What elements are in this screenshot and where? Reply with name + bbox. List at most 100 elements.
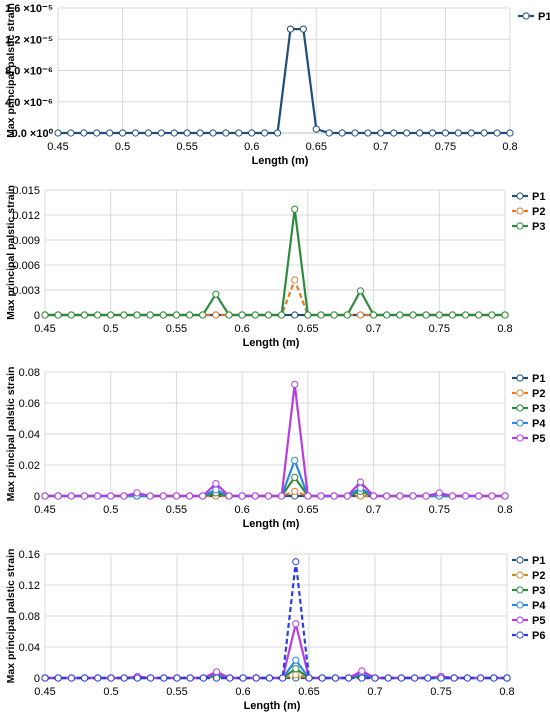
legend-marker-P5	[516, 616, 524, 624]
y-tick-label: 0.009	[12, 235, 40, 247]
data-point	[356, 478, 365, 486]
data-point	[383, 311, 391, 319]
data-point	[251, 492, 259, 500]
data-point	[225, 492, 233, 500]
legend: P1 P2 P3 P4 P5	[512, 373, 546, 445]
x-tick-label: 0.6	[235, 686, 250, 698]
series-P3	[41, 205, 509, 319]
chart-panel-4: 0.45 0.5 0.55 0.6 0.65 0.7 0.75 0.8 0 0.04 0.08 0.1…	[5, 549, 546, 712]
legend-label-P1: P1	[532, 555, 545, 567]
x-tick-label: 0.8	[497, 323, 512, 335]
y-axis-title: Max principal palstic strain	[5, 367, 17, 502]
y-tick-label: 0.08	[19, 611, 40, 623]
y-tick-label: 0.04	[19, 429, 40, 441]
series-line-P4	[45, 459, 505, 498]
legend-label-P2: P2	[532, 570, 545, 582]
chart-panel-2: 0.45 0.5 0.55 0.6 0.65 0.7 0.75 0.8 0 0.003 0.006 0…	[5, 185, 545, 349]
x-tick-label: 0.5	[103, 686, 118, 698]
data-point	[317, 311, 325, 319]
data-point	[441, 129, 450, 137]
legend-marker-P5	[516, 434, 524, 442]
series-line-P6	[45, 560, 507, 680]
data-point	[133, 674, 141, 682]
data-point	[356, 311, 365, 319]
data-point	[226, 674, 234, 682]
data-point	[157, 129, 165, 137]
data-point	[213, 674, 221, 682]
data-point	[81, 674, 89, 682]
series-line-P5	[45, 383, 505, 498]
legend-marker-P1	[516, 374, 524, 382]
data-point	[120, 311, 128, 319]
data-point	[397, 674, 405, 682]
y-axis-title: Max principal palstic strain	[5, 185, 17, 320]
data-point	[390, 129, 398, 137]
x-tick-label: 0.45	[47, 141, 68, 153]
data-point	[199, 492, 207, 500]
x-tick-label: 0.75	[429, 323, 450, 335]
x-tick-label: 0.8	[502, 141, 517, 153]
y-tick-label: 0	[34, 491, 40, 503]
data-point	[304, 311, 312, 319]
data-point	[312, 125, 320, 133]
chart-panel-3: 0.45 0.5 0.55 0.6 0.65 0.7 0.75 0.8 0 0.02 0.04 0.0…	[5, 367, 546, 530]
data-point	[450, 674, 458, 682]
series-line-P3	[45, 208, 505, 317]
data-point	[305, 674, 313, 682]
data-point	[292, 558, 300, 566]
data-point	[41, 492, 49, 500]
x-tick-label: 0.75	[435, 141, 456, 153]
x-tick-label: 0.55	[166, 686, 187, 698]
data-point	[107, 492, 115, 500]
data-point	[67, 674, 76, 682]
legend-marker-P2	[516, 571, 524, 579]
y-tick-label: 0	[34, 310, 40, 322]
data-point	[212, 311, 220, 319]
data-point	[107, 674, 115, 682]
data-point	[396, 492, 404, 500]
legend-marker-P4	[516, 601, 524, 609]
legend-label-P3: P3	[532, 221, 545, 233]
x-tick-label: 0.7	[373, 141, 388, 153]
data-point	[133, 311, 141, 319]
x-tick-label: 0.45	[34, 504, 55, 516]
y-tick-label: 1.6 ×10⁻⁵	[5, 3, 53, 15]
legend-marker-P2	[516, 389, 524, 397]
data-point	[291, 380, 299, 388]
data-point	[403, 129, 411, 137]
data-point	[238, 311, 246, 319]
x-tick-label: 0.8	[499, 686, 514, 698]
data-point	[212, 480, 220, 488]
x-axis-title: Length (m)	[243, 518, 300, 530]
legend-marker-P4	[516, 419, 524, 427]
data-point	[264, 311, 273, 319]
data-point	[396, 311, 404, 319]
legend-label-P4: P4	[532, 418, 546, 430]
y-tick-label: 0.0 ×10⁰	[12, 128, 54, 140]
y-axis-title: Max principal palstic strain	[5, 3, 17, 138]
data-point	[251, 311, 259, 319]
data-point	[461, 311, 470, 319]
data-point	[291, 276, 299, 284]
x-tick-label: 0.65	[297, 323, 318, 335]
data-point	[133, 489, 141, 497]
data-point	[225, 311, 233, 319]
data-point	[54, 674, 62, 682]
x-tick-label: 0.6	[234, 504, 249, 516]
data-point	[475, 311, 483, 319]
x-tick-label: 0.6	[234, 323, 249, 335]
legend-marker-P3	[516, 586, 524, 594]
data-point	[279, 674, 287, 682]
legend-label-P3: P3	[532, 585, 545, 597]
data-point	[264, 492, 273, 500]
data-point	[299, 25, 307, 33]
data-point	[196, 129, 204, 137]
series-P6	[41, 558, 511, 682]
data-point	[411, 674, 419, 682]
y-tick-label: 0.12	[19, 580, 40, 592]
data-point	[120, 674, 128, 682]
x-tick-label: 0.65	[306, 141, 327, 153]
legend-marker-P3	[516, 404, 524, 412]
data-point	[172, 311, 181, 319]
legend: P1 P2 P3	[512, 191, 545, 233]
